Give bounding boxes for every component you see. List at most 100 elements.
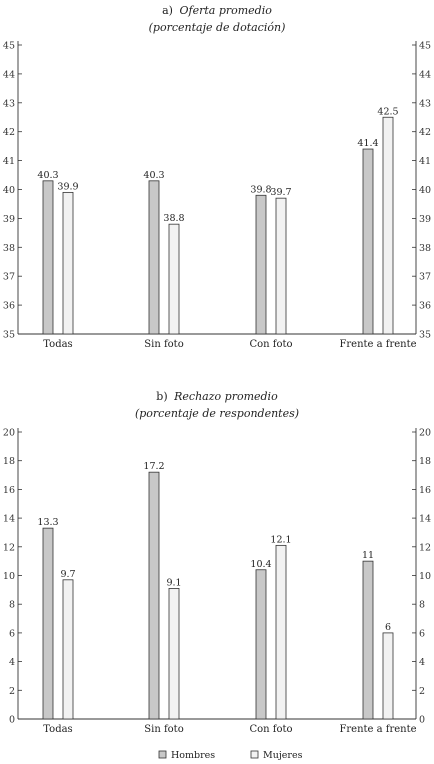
y-tick-label-right: 0 <box>419 715 425 726</box>
legend-swatch-hombres <box>158 750 167 759</box>
chart-a-title: a) Oferta promedio <box>162 4 272 17</box>
y-tick-label-left: 4 <box>9 657 15 668</box>
data-label-hombres-2: 40.3 <box>143 170 164 181</box>
y-tick-label-left: 45 <box>3 41 15 52</box>
data-label-mujeres-3: 12.1 <box>270 534 291 545</box>
category-label: Con foto <box>249 724 292 735</box>
y-tick-label-left: 8 <box>9 600 15 611</box>
category-label: Todas <box>43 724 72 735</box>
y-tick-label-left: 16 <box>3 485 15 496</box>
y-tick-label-left: 35 <box>3 330 15 341</box>
data-label-mujeres-1: 39.9 <box>57 181 78 192</box>
y-tick-label-left: 37 <box>3 272 15 283</box>
category-label: Sin foto <box>144 724 183 735</box>
data-label-mujeres-1: 9.7 <box>60 569 75 580</box>
data-label-mujeres-4: 6 <box>385 622 391 633</box>
y-tick-label-right: 8 <box>419 600 425 611</box>
chart-a-subtitle: (porcentaje de dotación) <box>149 21 286 34</box>
legend-label-mujeres: Mujeres <box>263 750 303 761</box>
data-label-mujeres-4: 42.5 <box>377 106 398 117</box>
chart-b-prefix: b) <box>156 390 167 403</box>
bar-hombres-1 <box>42 527 54 720</box>
y-tick-label-right: 16 <box>419 485 431 496</box>
bar-hombres-2 <box>148 180 160 335</box>
bar-hombres-3 <box>255 194 267 335</box>
data-label-hombres-2: 17.2 <box>143 461 164 472</box>
y-tick-label-left: 36 <box>3 301 15 312</box>
data-label-hombres-3: 10.4 <box>250 559 271 570</box>
y-tick-label-right: 6 <box>419 628 425 639</box>
chart-a-title-text: Oferta promedio <box>179 4 272 17</box>
y-tick-label-left: 12 <box>3 542 15 553</box>
y-tick-label-right: 12 <box>419 542 431 553</box>
chart-b-title-text: Rechazo promedio <box>173 390 278 403</box>
y-tick-label-left: 41 <box>3 156 15 167</box>
category-label: Frente a frente <box>339 339 416 350</box>
y-tick-label-left: 39 <box>3 214 15 225</box>
category-label: Con foto <box>249 339 292 350</box>
y-tick-label-left: 6 <box>9 628 15 639</box>
category-label: Frente a frente <box>339 724 416 735</box>
bar-hombres-3 <box>255 569 267 720</box>
bar-hombres-4 <box>362 560 374 720</box>
chart-b-subtitle: (porcentaje de respondentes) <box>135 407 299 420</box>
bar-hombres-4 <box>362 148 374 335</box>
y-tick-label-right: 37 <box>419 272 431 283</box>
data-label-hombres-1: 13.3 <box>37 517 58 528</box>
y-tick-label-left: 20 <box>3 428 15 439</box>
y-tick-label-left: 44 <box>3 69 15 80</box>
category-label: Todas <box>43 339 72 350</box>
y-tick-label-right: 45 <box>419 41 431 52</box>
bar-hombres-1 <box>42 180 54 335</box>
bar-mujeres-1 <box>62 191 74 335</box>
y-tick-label-left: 43 <box>3 98 15 109</box>
y-tick-label-right: 42 <box>419 127 431 138</box>
data-label-mujeres-2: 38.8 <box>163 213 184 224</box>
legend-swatch-mujeres <box>250 750 259 759</box>
bar-mujeres-4 <box>382 632 394 720</box>
data-label-mujeres-3: 39.7 <box>270 187 291 198</box>
data-label-hombres-1: 40.3 <box>37 170 58 181</box>
chart-a-prefix: a) <box>162 4 173 17</box>
y-tick-label-right: 44 <box>419 69 431 80</box>
y-tick-label-right: 10 <box>419 571 431 582</box>
y-tick-label-right: 2 <box>419 686 425 697</box>
y-tick-label-left: 42 <box>3 127 15 138</box>
y-tick-label-right: 4 <box>419 657 425 668</box>
bar-mujeres-3 <box>275 544 287 720</box>
chart-b-title: b) Rechazo promedio <box>156 390 278 403</box>
y-tick-label-left: 0 <box>9 715 15 726</box>
y-tick-label-right: 38 <box>419 243 431 254</box>
chart-b: 0 0 2 2 4 4 6 6 8 8 10 10 12 12 14 14 16 16 18 18 20 20 13.3 9.… <box>3 428 431 736</box>
y-tick-label-right: 35 <box>419 330 431 341</box>
data-label-mujeres-2: 9.1 <box>166 577 181 588</box>
y-tick-label-right: 41 <box>419 156 431 167</box>
data-label-hombres-4: 11 <box>362 550 374 561</box>
y-tick-label-right: 36 <box>419 301 431 312</box>
y-tick-label-left: 38 <box>3 243 15 254</box>
bar-hombres-2 <box>148 471 160 720</box>
bar-mujeres-3 <box>275 197 287 335</box>
chart-a: 35 35 36 36 37 37 38 38 39 39 40 40 41 41 42 42 43 43 44 44… <box>3 41 431 351</box>
y-tick-label-right: 39 <box>419 214 431 225</box>
y-tick-label-right: 14 <box>419 514 431 525</box>
data-label-hombres-4: 41.4 <box>357 138 378 149</box>
y-tick-label-right: 40 <box>419 185 431 196</box>
category-label: Sin foto <box>144 339 183 350</box>
bar-mujeres-2 <box>168 223 180 335</box>
bar-mujeres-2 <box>168 588 180 720</box>
bar-mujeres-4 <box>382 116 394 335</box>
data-label-hombres-3: 39.8 <box>250 184 271 195</box>
y-tick-label-right: 43 <box>419 98 431 109</box>
y-tick-label-left: 2 <box>9 686 15 697</box>
legend: Hombres Mujeres <box>158 750 303 761</box>
bar-mujeres-1 <box>62 579 74 720</box>
y-tick-label-left: 18 <box>3 456 15 467</box>
y-tick-label-right: 18 <box>419 456 431 467</box>
y-tick-label-left: 40 <box>3 185 15 196</box>
legend-label-hombres: Hombres <box>171 750 215 761</box>
y-tick-label-left: 14 <box>3 514 15 525</box>
y-tick-label-right: 20 <box>419 428 431 439</box>
y-tick-label-left: 10 <box>3 571 15 582</box>
